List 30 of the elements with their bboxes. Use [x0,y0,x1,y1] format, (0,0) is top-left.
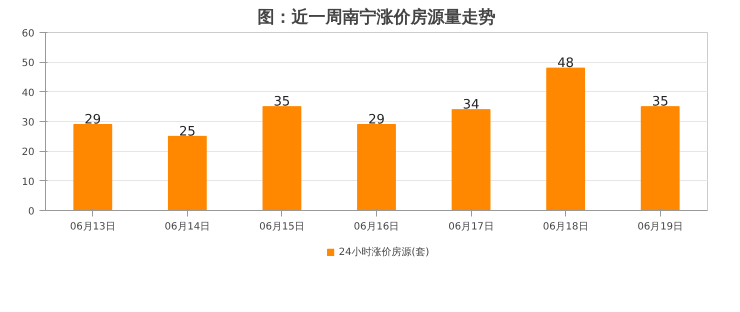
data-label: 35 [652,94,668,110]
chart-title: 图：近一周南宁涨价房源量走势 [258,8,496,28]
x-tick-label: 06月16日 [354,222,400,232]
y-tick-label: 20 [22,147,35,158]
data-label: 25 [179,124,196,140]
y-tick-label: 60 [22,28,35,40]
x-tick-label: 06月18日 [542,222,588,232]
y-tick-label: 10 [22,176,35,188]
x-tick-label: 06月15日 [259,222,305,232]
x-tick-label: 06月17日 [448,222,494,232]
bar [73,124,112,210]
bar [640,106,680,210]
x-tick-label: 06月14日 [164,222,210,232]
y-tick-label: 40 [22,88,35,99]
bar [546,68,586,210]
data-label: 35 [274,94,290,110]
bar [168,136,207,210]
bar [262,106,302,210]
y-tick-label: 0 [28,206,35,218]
x-tick-label: 06月19日 [637,222,683,232]
data-label: 29 [84,112,102,128]
y-tick-label: 50 [22,58,35,70]
bar [357,124,396,210]
y-tick-label: 30 [22,118,35,128]
data-label: 48 [557,56,574,72]
data-label: 34 [462,98,480,113]
legend-label: 24小时涨价房源(套) [338,246,430,259]
data-label: 29 [368,112,385,128]
x-tick-label: 06月13日 [70,222,116,232]
bar [452,109,490,210]
